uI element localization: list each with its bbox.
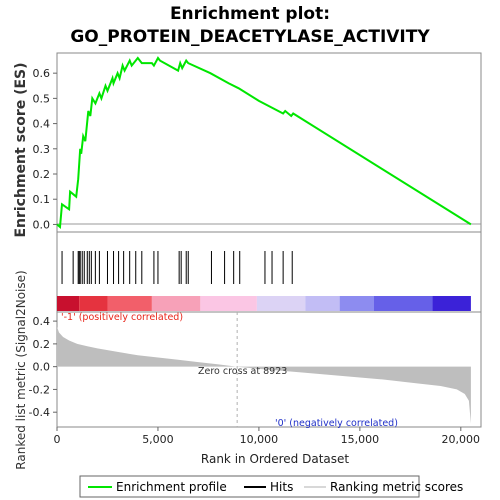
positive-correlation-label: '-1' (positively correlated) bbox=[61, 312, 183, 323]
ranking-metric-area bbox=[57, 326, 471, 424]
legend-hits-label: Hits bbox=[270, 480, 293, 494]
es-profile-line bbox=[56, 56, 472, 230]
metric-y-axis: -0.4 -0.2 0.0 0.2 0.4 bbox=[29, 315, 57, 419]
zero-cross-label: Zero cross at 8923 bbox=[198, 366, 287, 377]
negative-correlation-label: '0' (negatively correlated) bbox=[275, 418, 398, 429]
rank-color-bar bbox=[57, 296, 471, 311]
es-y-axis: 0.0 0.1 0.2 0.3 0.4 0.5 0.6 bbox=[33, 67, 57, 231]
metric-y-tick-label: 0.0 bbox=[33, 361, 51, 374]
metric-y-tick-label: 0.4 bbox=[33, 315, 51, 328]
es-y-tick-label: 0.1 bbox=[33, 193, 51, 206]
es-y-tick-label: 0.2 bbox=[33, 168, 51, 181]
x-tick-label: 0 bbox=[54, 433, 61, 446]
es-y-tick-label: 0.4 bbox=[33, 118, 51, 131]
legend-enrichment-profile-label: Enrichment profile bbox=[116, 480, 227, 494]
color-bar-segment bbox=[79, 296, 108, 311]
color-bar-segment bbox=[256, 296, 306, 311]
color-bar-segment bbox=[107, 296, 152, 311]
es-panel-frame bbox=[56, 52, 482, 233]
chart-title-line1: Enrichment plot: bbox=[170, 4, 330, 24]
color-bar-segment bbox=[339, 296, 374, 311]
hit-markers bbox=[61, 251, 293, 284]
chart-title-line2: GO_PROTEIN_DEACETYLASE_ACTIVITY bbox=[70, 27, 430, 47]
es-y-tick-label: 0.0 bbox=[33, 218, 51, 231]
es-y-tick-label: 0.6 bbox=[33, 67, 51, 80]
es-y-tick-label: 0.5 bbox=[33, 92, 51, 105]
color-bar-segment bbox=[200, 296, 257, 311]
es-y-axis-label: Enrichment score (ES) bbox=[13, 62, 29, 237]
metric-y-tick-label: -0.2 bbox=[29, 383, 50, 396]
metric-y-tick-label: -0.4 bbox=[29, 406, 50, 419]
x-axis: 0 5,000 10,000 15,000 20,000 bbox=[54, 427, 481, 446]
legend-ranking-metric-label: Ranking metric scores bbox=[330, 480, 463, 494]
es-y-tick-label: 0.3 bbox=[33, 143, 51, 156]
color-bar-segment bbox=[373, 296, 433, 311]
metric-y-axis-label: Ranked list metric (Signal2Noise) bbox=[14, 270, 28, 469]
x-tick-label: 5,000 bbox=[142, 433, 174, 446]
x-tick-label: 20,000 bbox=[442, 433, 481, 446]
x-axis-label: Rank in Ordered Dataset bbox=[201, 452, 349, 466]
x-tick-label: 15,000 bbox=[341, 433, 380, 446]
x-tick-label: 10,000 bbox=[240, 433, 279, 446]
color-bar-segment bbox=[432, 296, 471, 311]
metric-y-tick-label: 0.2 bbox=[33, 338, 51, 351]
color-bar-segment bbox=[57, 296, 80, 311]
color-bar-segment bbox=[305, 296, 340, 311]
color-bar-segment bbox=[151, 296, 201, 311]
